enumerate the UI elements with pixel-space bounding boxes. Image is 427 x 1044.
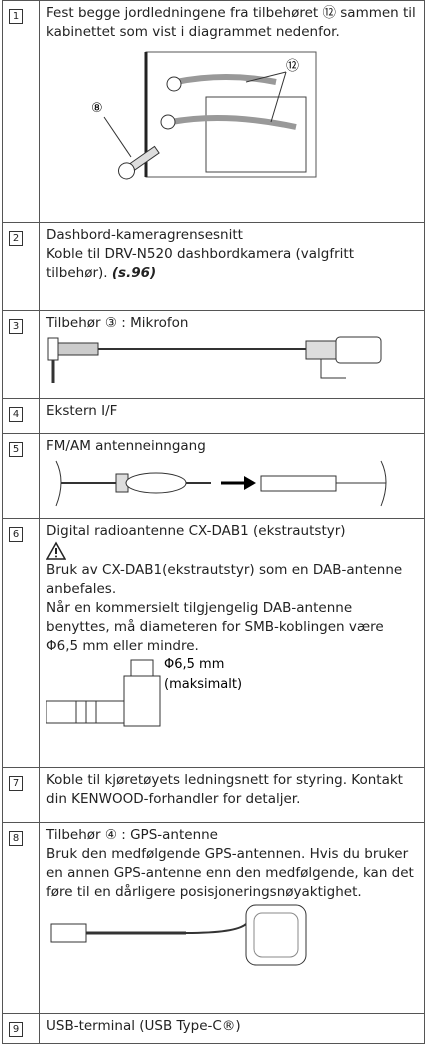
row-number: 4: [9, 407, 23, 422]
text: Fest begge jordledningene fra tilbehøret…: [46, 5, 416, 40]
row: 9 USB-terminal (USB Type-C®): [2, 1013, 425, 1044]
label: ⑧: [91, 101, 103, 116]
row-number: 6: [9, 527, 23, 542]
lug: [160, 114, 176, 130]
row-number: 3: [9, 319, 23, 334]
text: Tilbehør ④ : GPS-antenne: [46, 827, 218, 843]
gps-diagram: [50, 904, 307, 966]
text: Bruk av CX-DAB1(ekstrautstyr) som en DAB…: [46, 562, 403, 597]
wire: [170, 115, 297, 130]
label: ⑫: [286, 59, 299, 74]
text: USB-terminal (USB Type-C®): [46, 1018, 241, 1034]
ground-diagram: ⑫ ⑧: [91, 51, 317, 180]
wire: [175, 74, 277, 85]
row-number: 7: [9, 776, 23, 791]
text: Tilbehør ③ : Mikrofon: [46, 315, 189, 331]
row: 7 Koble til kjøretøyets ledningsnett for…: [2, 767, 425, 823]
text: Dashbord-kameragrensesnitt: [46, 227, 243, 243]
row-number: 1: [9, 9, 23, 24]
row: 2 Dashbord-kameragrensesnitt Koble til DR…: [2, 222, 425, 311]
leader: [245, 71, 287, 83]
microphone-diagram: [47, 336, 382, 383]
page-reference[interactable]: (s.96): [111, 265, 157, 281]
leader: [103, 116, 132, 158]
row-number: 5: [9, 442, 23, 457]
text: Koble til DRV-N520 dashbordkamera (valgf…: [46, 246, 355, 281]
text: Koble til kjøretøyets ledningsnett for s…: [46, 772, 403, 807]
text: Bruk den medfølgende GPS-antennen. Hvis …: [46, 846, 414, 900]
row: 4 Ekstern I/F: [2, 398, 425, 434]
row: 5 FM/AM antenneinngang: [2, 433, 425, 519]
text: Når en kommersielt tilgjengelig DAB-ante…: [46, 600, 384, 654]
leader: [270, 71, 287, 123]
row-number: 9: [9, 1022, 23, 1037]
row: 8 Tilbehør ④ : GPS-antenne Bruk den medfø…: [2, 822, 425, 1014]
row: 1 Fest begge jordledningene fra tilbehør…: [2, 0, 425, 223]
connector: [205, 96, 307, 173]
lug: [166, 76, 182, 92]
row: 6 Digital radioantenne CX-DAB1 (ekstraut…: [2, 518, 425, 768]
label: Φ6,5 mm: [164, 657, 224, 672]
row-number: 8: [9, 831, 23, 846]
label: (maksimalt): [164, 677, 242, 692]
row-number: 2: [9, 231, 23, 246]
antenna-diagram: [55, 460, 387, 507]
row: 3 Tilbehør ③ : Mikrofon: [2, 310, 425, 399]
smb-diagram: Φ6,5 mm (maksimalt): [46, 657, 242, 727]
text: Digital radioantenne CX-DAB1 (ekstrautst…: [46, 523, 346, 539]
warning-icon: [46, 541, 66, 560]
text: FM/AM antenneinngang: [46, 438, 206, 454]
text: Ekstern I/F: [46, 403, 118, 419]
